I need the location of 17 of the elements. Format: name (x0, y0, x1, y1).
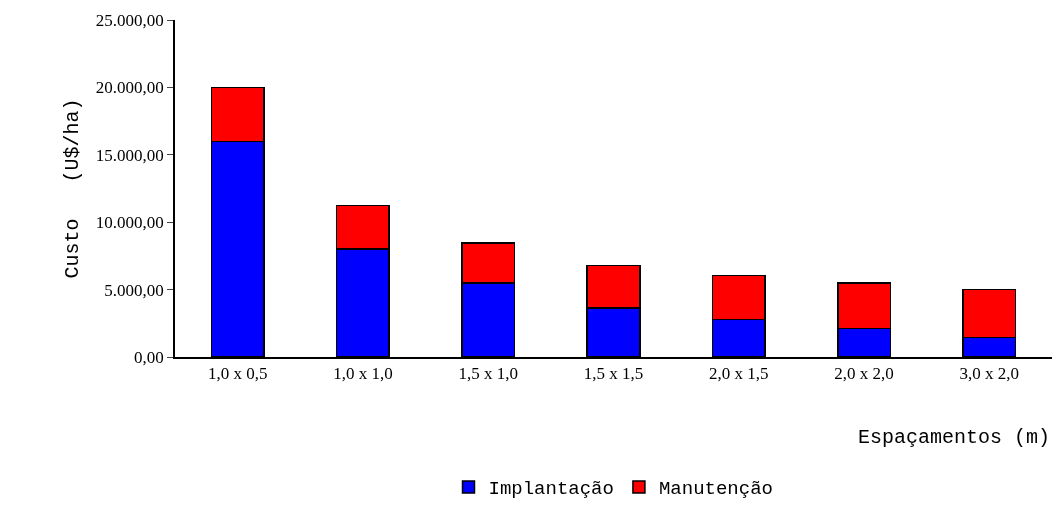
y-tick-label: 20.000,00 (95, 78, 164, 98)
y-tick-label: 25.000,00 (95, 10, 164, 30)
x-tick-label: 1,5 x 1,0 (458, 364, 518, 384)
x-tick-label: 1,0 x 1,0 (333, 364, 393, 384)
x-tick-label: 1,5 x 1,5 (583, 364, 644, 384)
y-tick-label: 15.000,00 (95, 145, 164, 165)
x-axis-title: Espaçamentos (m) (858, 426, 1051, 449)
x-tick-label: 3,0 x 2,0 (959, 364, 1020, 384)
x-tick-label: 1,0 x 0,5 (207, 364, 268, 384)
y-tick-label: 5.000,00 (104, 280, 164, 300)
y-tick-label: 10.000,00 (95, 213, 164, 233)
legend-label: Implantação (488, 478, 614, 501)
x-tick-label: 2,0 x 1,5 (709, 364, 769, 384)
legend-label: Manutenção (658, 478, 773, 501)
y-tick-label: 0,00 (134, 347, 164, 367)
x-tick-label: 2,0 x 2,0 (834, 364, 894, 384)
y-axis-title: Custo (U$/ha) (60, 98, 84, 279)
